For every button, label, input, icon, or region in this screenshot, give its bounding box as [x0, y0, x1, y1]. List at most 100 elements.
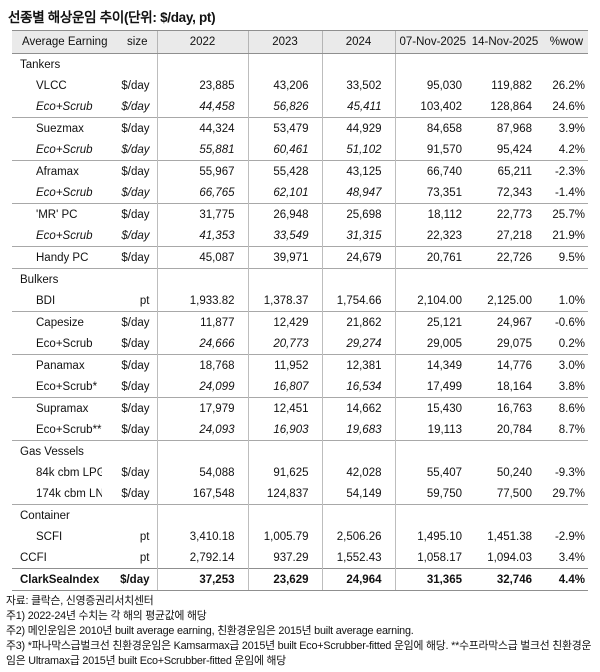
cell-07nov: 22,323 [394, 225, 470, 247]
cell-2022: 55,967 [156, 160, 248, 182]
cell-14nov [470, 54, 540, 76]
cell-2022: 45,087 [156, 246, 248, 269]
cell-2024: 43,125 [321, 160, 395, 182]
cell-unit: $/day [121, 229, 150, 242]
cell-wow: 9.5% [540, 246, 588, 269]
cell-label: Eco+Scrub* [36, 380, 98, 393]
table-row: Eco+Scrub $/day 44,458 56,826 45,411 103,402 1… [12, 96, 588, 118]
cell-07nov: 1,495.10 [394, 526, 470, 547]
cell-unit: $/day [102, 203, 157, 225]
cell-2023: 1,378.37 [247, 290, 322, 312]
cell-unit: $/day [121, 423, 150, 436]
column-header-2024: 2024 [321, 30, 395, 54]
cell-07nov [394, 53, 470, 75]
cell-wow: 3.8% [558, 380, 585, 393]
cell-unit: pt [139, 530, 150, 543]
cell-2023: 60,461 [247, 139, 322, 161]
footnote-1: 주1) 2022-24년 수치는 각 해의 평균값에 해당 [6, 610, 207, 622]
cell-label: Eco+Scrub** [36, 423, 102, 436]
cell-07nov: 14,349 [394, 354, 470, 376]
cell-wow: 8.7% [558, 423, 585, 436]
cell-2023: 62,101 [247, 182, 322, 204]
table-row: Eco+Scrub** $/day 24,093 16,903 19,683 19,113… [12, 419, 588, 441]
cell-wow: -9.3% [554, 466, 585, 479]
table-row: ClarkSeaIndex $/day 37,253 23,629 24,964 31,3… [12, 568, 588, 591]
cell-07nov: 31,365 [394, 568, 470, 591]
cell-2022: 41,353 [156, 225, 248, 247]
cell-14nov [470, 268, 540, 290]
cell-unit: $/day [121, 380, 150, 393]
cell-unit [102, 504, 157, 526]
cell-2022: 2,792.14 [156, 547, 248, 569]
table-row: Supramax $/day 17,979 12,451 14,662 15,430 16,… [12, 397, 588, 419]
cell-2023 [247, 440, 322, 462]
cell-2024 [321, 440, 395, 462]
cell-14nov: 29,075 [496, 337, 532, 350]
cell-14nov: 32,746 [470, 568, 540, 591]
cell-2024: 1,552.43 [321, 547, 395, 569]
cell-2024: 48,947 [321, 182, 395, 204]
cell-14nov [470, 440, 540, 462]
cell-wow [540, 268, 588, 290]
cell-14nov: 95,424 [496, 143, 532, 156]
cell-07nov: 55,407 [394, 462, 470, 483]
cell-unit: $/day [102, 311, 157, 333]
section-row: Gas Vessels [12, 440, 588, 462]
cell-2024: 24,964 [321, 568, 395, 591]
cell-2024: 33,502 [321, 75, 395, 96]
cell-wow: -2.3% [540, 160, 588, 182]
section-row: Tankers [12, 53, 588, 76]
cell-07nov: 25,121 [394, 311, 470, 333]
cell-14nov: 119,882 [491, 79, 532, 92]
cell-07nov: 18,112 [394, 203, 470, 225]
cell-label: CCFI [20, 551, 47, 564]
cell-wow: -2.9% [554, 530, 585, 543]
cell-14nov: 65,211 [470, 160, 540, 182]
cell-07nov: 66,740 [394, 160, 470, 182]
cell-unit: $/day [102, 117, 157, 139]
cell-wow: 29.7% [552, 487, 585, 500]
cell-2024 [321, 504, 395, 526]
table-row: BDI pt 1,933.82 1,378.37 1,754.66 2,104.00 2,1… [12, 290, 588, 312]
cell-2022 [156, 440, 248, 462]
cell-label: Gas Vessels [12, 440, 102, 462]
table-row: CCFI pt 2,792.14 937.29 1,552.43 1,058.17 1,09… [12, 547, 588, 569]
table-row: Eco+Scrub $/day 24,666 20,773 29,274 29,005 29… [12, 333, 588, 355]
cell-2023: 12,451 [247, 397, 322, 419]
cell-2022: 24,666 [156, 333, 248, 355]
cell-2022: 23,885 [156, 75, 248, 96]
cell-07nov: 15,430 [394, 397, 470, 419]
cell-2022: 18,768 [156, 354, 248, 376]
cell-14nov: 1,451.38 [487, 530, 532, 543]
table-row: Suezmax $/day 44,324 53,479 44,929 84,658 87,9… [12, 117, 588, 139]
cell-2024: 24,679 [321, 246, 395, 269]
cell-wow [540, 54, 588, 76]
cell-2023: 39,971 [247, 246, 322, 269]
cell-2023 [247, 504, 322, 526]
table-row: 'MR' PC $/day 31,775 26,948 25,698 18,112 22,7… [12, 203, 588, 225]
cell-2024: 25,698 [321, 203, 395, 225]
cell-14nov: 22,773 [470, 203, 540, 225]
cell-07nov: 2,104.00 [394, 290, 470, 312]
cell-wow: 25.7% [540, 203, 588, 225]
cell-07nov: 19,113 [394, 419, 470, 441]
cell-wow: 4.4% [540, 568, 588, 591]
cell-unit: $/day [121, 100, 150, 113]
cell-unit: $/day [121, 79, 150, 92]
cell-07nov: 103,402 [394, 96, 470, 118]
cell-label: Tankers [20, 58, 61, 71]
cell-wow [540, 504, 588, 526]
cell-2024: 16,534 [321, 376, 395, 398]
cell-wow: 1.0% [558, 294, 585, 307]
cell-07nov: 20,761 [394, 246, 470, 269]
cell-label: Supramax [12, 397, 102, 419]
cell-14nov: 2,125.00 [487, 294, 532, 307]
cell-2023: 23,629 [247, 568, 322, 591]
cell-14nov: 18,164 [496, 380, 532, 393]
cell-2023: 12,429 [247, 311, 322, 333]
table-row: Eco+Scrub $/day 41,353 33,549 31,315 22,323 27… [12, 225, 588, 247]
cell-unit: $/day [102, 160, 157, 182]
cell-label: Eco+Scrub [36, 337, 93, 350]
cell-wow: -0.6% [540, 311, 588, 333]
